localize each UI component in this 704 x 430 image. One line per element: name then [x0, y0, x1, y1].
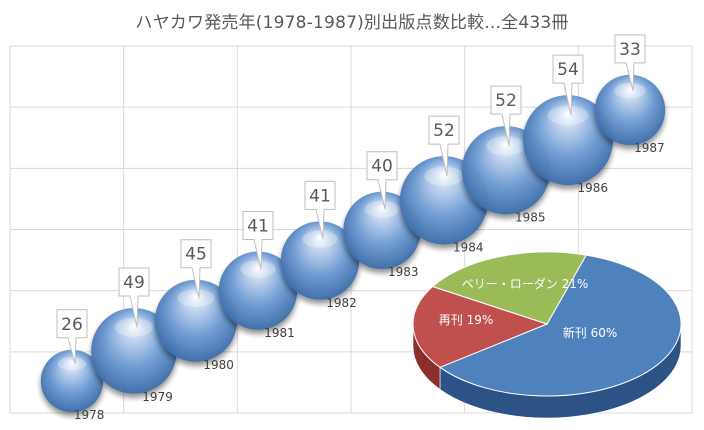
bubble	[218, 251, 298, 330]
bubble	[91, 308, 177, 394]
bubble-highlight	[177, 289, 215, 308]
bubble-group: 26 1978	[40, 309, 105, 422]
data-callout	[180, 239, 212, 299]
pie-slice	[438, 254, 682, 397]
data-label: 52	[495, 91, 517, 111]
data-label: 52	[433, 121, 455, 141]
pie-label: 新刊 60%	[563, 325, 618, 340]
bubble-highlight	[547, 105, 589, 126]
bubble-highlight	[424, 166, 464, 186]
bubble	[280, 221, 360, 300]
year-label: 1985	[515, 210, 546, 224]
year-label: 1986	[577, 181, 608, 195]
data-callout	[242, 210, 274, 270]
bubble-group: 33 1987	[594, 34, 666, 155]
bubble-highlight	[57, 356, 87, 371]
data-label: 49	[123, 273, 145, 293]
data-label: 33	[619, 40, 641, 60]
data-callout	[304, 180, 336, 240]
data-label: 41	[309, 186, 331, 206]
bubble-highlight	[486, 136, 526, 156]
year-label: 1984	[453, 240, 484, 254]
bubble-highlight	[114, 317, 154, 337]
bubble-group: 41 1981	[218, 210, 298, 340]
data-label: 26	[61, 315, 83, 335]
year-label: 1983	[388, 265, 419, 279]
bubble	[523, 95, 613, 186]
pie-label: 再刊 19%	[439, 313, 494, 327]
data-callout	[56, 309, 88, 364]
data-callout	[428, 115, 460, 177]
bubble-group: 54 1986	[523, 54, 613, 195]
year-label: 1981	[264, 326, 295, 340]
bubble-group: 49 1979	[91, 267, 177, 404]
data-callout	[614, 34, 646, 91]
data-label: 41	[247, 216, 269, 236]
data-label: 45	[185, 245, 207, 265]
data-callout	[118, 267, 150, 328]
bubble-highlight	[364, 200, 400, 218]
chart-title: ハヤカワ発売年(1978-1987)別出版点数比較...全433冊	[135, 13, 569, 33]
bubble	[154, 279, 238, 362]
data-callout	[490, 85, 522, 147]
data-callout	[552, 54, 584, 116]
bubble-group: 41 1982	[280, 180, 360, 310]
year-label: 1980	[203, 358, 234, 372]
year-label: 1987	[634, 141, 665, 155]
bubble-highlight	[302, 230, 338, 248]
pie-slice	[431, 251, 587, 325]
data-label: 40	[371, 157, 393, 177]
pie-label: ベリー・ローダン 21%	[462, 276, 589, 291]
year-label: 1979	[142, 390, 173, 404]
bubble-highlight	[240, 260, 276, 278]
bubble	[594, 74, 666, 146]
year-label: 1978	[74, 408, 105, 422]
data-callout	[366, 151, 398, 210]
bubble	[40, 349, 104, 413]
year-label: 1982	[326, 296, 357, 310]
bubble-highlight	[614, 82, 646, 99]
pie-slice	[412, 285, 549, 368]
bubble-group: 45 1980	[154, 239, 238, 372]
data-label: 54	[557, 60, 579, 80]
